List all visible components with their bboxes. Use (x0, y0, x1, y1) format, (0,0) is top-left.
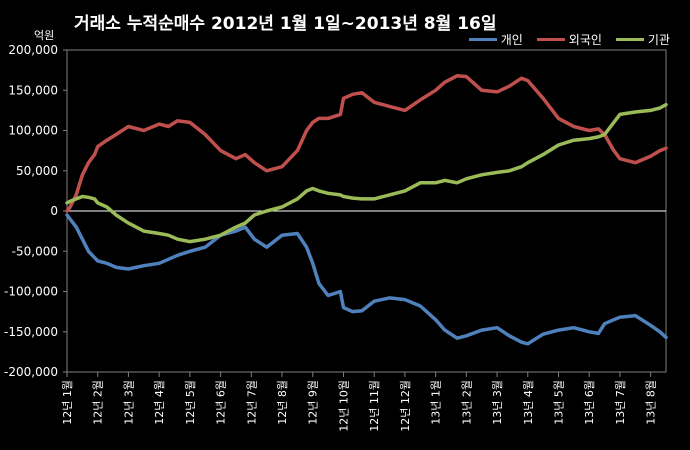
x-tick-label: 13년 1월 (430, 380, 443, 425)
x-tick-label: 12년 7월 (245, 380, 258, 425)
x-tick-label: 13년 6월 (583, 380, 596, 425)
legend-label-institution: 기관 (647, 33, 670, 47)
x-tick-label: 12년 10월 (337, 380, 350, 432)
x-tick-label: 13년 2월 (460, 380, 473, 425)
x-tick-label: 12년 9월 (307, 380, 320, 425)
x-tick-label: 13년 7월 (614, 380, 627, 425)
y-tick-label: 150,000 (8, 83, 58, 97)
y-tick-label: -50,000 (12, 244, 58, 258)
x-tick-label: 12년 1월 (61, 380, 74, 425)
x-tick-label: 13년 8월 (645, 380, 658, 425)
y-tick-label: 200,000 (8, 43, 58, 57)
x-tick-label: 13년 4월 (522, 380, 535, 425)
y-tick-label: -150,000 (4, 325, 58, 339)
y-tick-label: 0 (50, 204, 58, 218)
legend-label-individual: 개인 (500, 33, 523, 47)
series-line-institution (65, 102, 668, 244)
y-axis-unit: 억원 (34, 29, 55, 42)
legend-swatch-institution (615, 38, 644, 41)
x-tick-label: 12년 8월 (276, 380, 289, 425)
legend-swatch-individual (468, 38, 497, 41)
x-tick-label: 12년 4월 (153, 380, 166, 425)
x-tick-label: 12년 5월 (184, 380, 197, 425)
y-tick-label: 50,000 (16, 164, 58, 178)
chart-title: 거래소 누적순매수 2012년 1월 1일~2013년 8월 16일 (74, 14, 497, 34)
x-tick-label: 12년 6월 (215, 380, 228, 425)
legend-item-individual: 개인 (468, 31, 523, 48)
y-tick-label: -200,000 (4, 365, 58, 379)
y-tick-label: -100,000 (4, 285, 58, 299)
x-tick-label: 13년 3월 (491, 380, 504, 425)
y-tick-label: 100,000 (8, 124, 58, 138)
x-tick-label: 12년 3월 (122, 380, 135, 425)
legend-swatch-foreign (536, 38, 565, 41)
series-line-foreign (65, 74, 668, 213)
legend: 개인 외국인 기관 (468, 31, 670, 48)
legend-item-foreign: 외국인 (536, 31, 602, 48)
legend-item-institution: 기관 (615, 31, 670, 48)
x-tick-label: 12년 11월 (368, 380, 381, 432)
x-tick-label: 12년 2월 (92, 380, 105, 425)
x-tick-label: 13년 5월 (552, 380, 565, 425)
series-line-individual (65, 213, 668, 346)
legend-label-foreign: 외국인 (568, 33, 602, 47)
x-tick-label: 12년 12월 (399, 380, 412, 432)
